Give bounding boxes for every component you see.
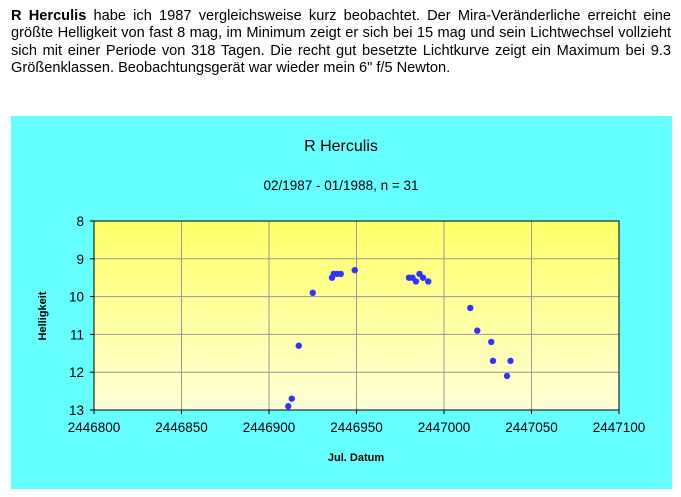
y-axis-ticks: 8 9 10 11 12 13 <box>69 214 94 418</box>
y-tick-label: 9 <box>76 252 84 267</box>
data-point <box>489 357 497 365</box>
star-name: R Herculis <box>11 8 87 24</box>
y-tick-label: 13 <box>69 403 84 418</box>
description-text: habe ich 1987 vergleichsweise kurz beoba… <box>11 8 671 77</box>
x-tick-label: 2446800 <box>68 420 121 435</box>
data-point <box>351 266 358 274</box>
data-point <box>488 338 495 346</box>
data-point <box>467 304 474 312</box>
data-point <box>412 278 420 285</box>
x-tick-label: 2447100 <box>593 420 646 435</box>
x-axis-ticks: 2446800 2446850 2446900 2446950 2447000 24470… <box>68 410 646 435</box>
data-point <box>309 289 316 297</box>
y-axis-label: Helligkeit <box>37 291 49 340</box>
x-tick-label: 2446900 <box>243 420 296 435</box>
data-point <box>425 278 432 285</box>
data-point <box>337 270 344 278</box>
x-tick-label: 2447050 <box>505 420 558 435</box>
x-tick-label: 2446950 <box>330 420 383 435</box>
data-point <box>285 403 292 410</box>
data-point <box>507 357 514 365</box>
chart-subtitle: 02/1987 - 01/1988, n = 31 <box>263 178 418 193</box>
chart-title: R Herculis <box>304 138 378 155</box>
x-tick-label: 2447000 <box>418 420 471 435</box>
data-point <box>288 395 295 402</box>
y-tick-label: 8 <box>76 214 84 229</box>
x-tick-label: 2446850 <box>155 420 208 435</box>
data-point <box>474 327 481 334</box>
data-point <box>503 372 511 380</box>
data-point <box>419 274 427 281</box>
data-points <box>285 266 514 410</box>
y-tick-label: 11 <box>70 327 84 342</box>
x-axis-label: Jul. Datum <box>328 452 384 464</box>
description-paragraph: R Herculis habe ich 1987 vergleichsweise… <box>11 8 671 78</box>
light-curve-chart: 2446800 2446850 2446900 2446950 2447000 24470… <box>37 138 646 464</box>
y-tick-label: 10 <box>69 290 84 305</box>
chart-container: 2446800 2446850 2446900 2446950 2447000 24470… <box>11 116 672 489</box>
data-point <box>295 342 302 349</box>
y-tick-label: 12 <box>69 365 84 380</box>
